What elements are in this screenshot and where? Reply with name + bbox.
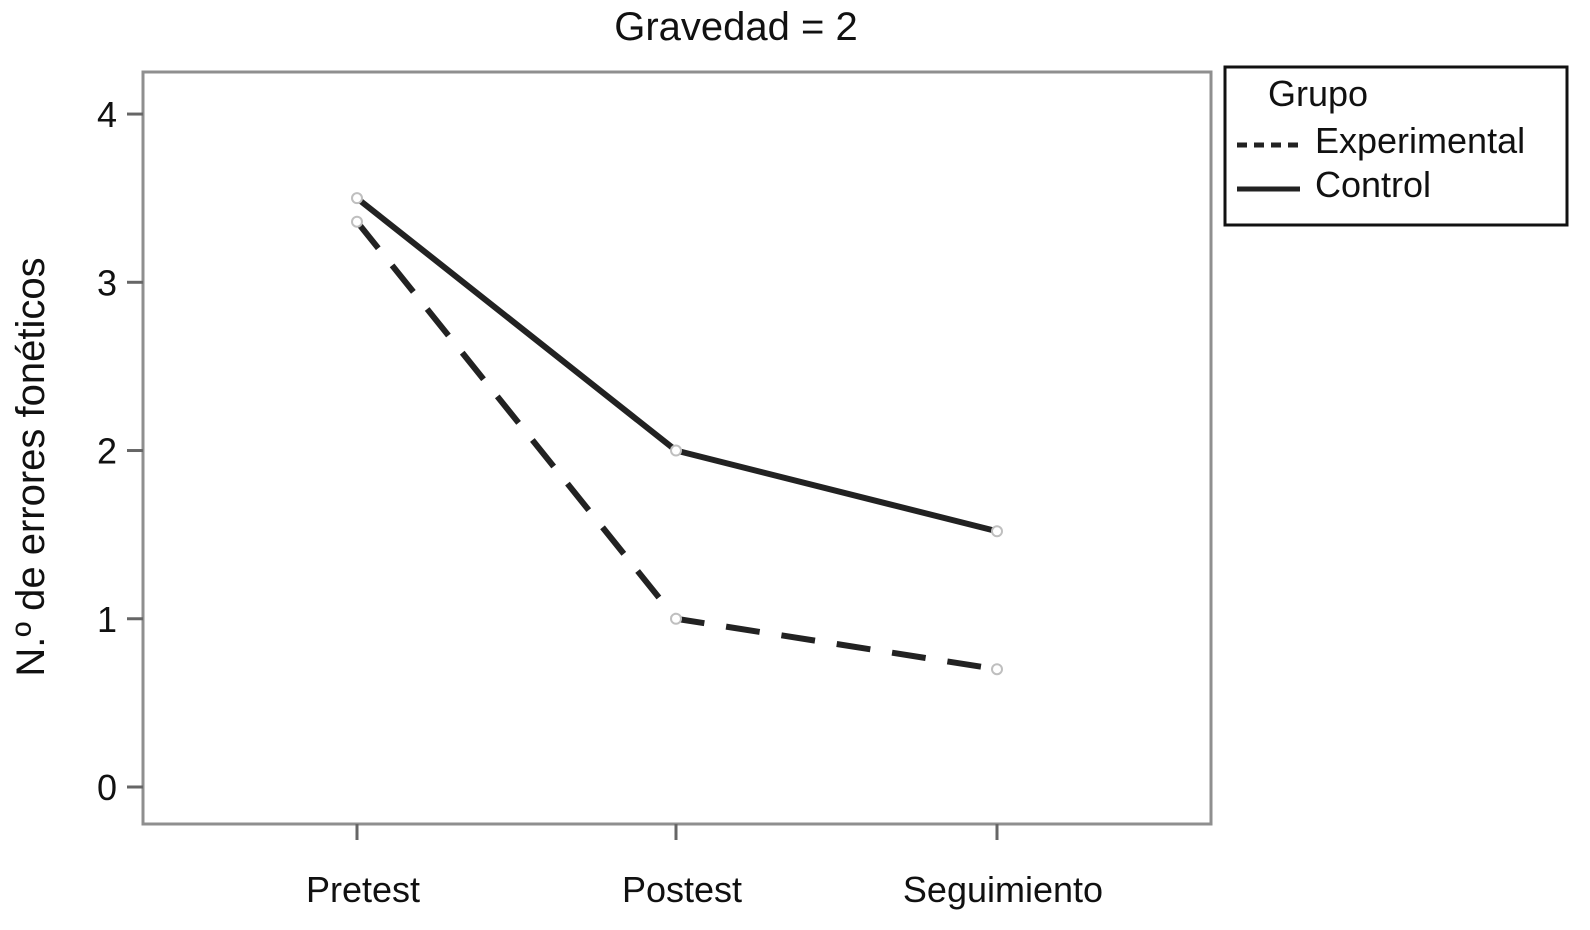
- data-point-experimental: [670, 612, 682, 625]
- y-tick-label: 0: [97, 767, 117, 808]
- y-axis-ticks: 0 1 2 3 4: [97, 94, 143, 808]
- legend-label-experimental: Experimental: [1315, 120, 1525, 161]
- data-point-control: [670, 444, 682, 457]
- data-point-control: [991, 525, 1003, 538]
- y-tick-label: 3: [97, 262, 117, 303]
- y-tick-label: 1: [97, 599, 117, 640]
- data-point-experimental: [991, 663, 1003, 676]
- legend-label-control: Control: [1315, 164, 1431, 205]
- data-point-experimental: [351, 215, 363, 228]
- x-axis-ticks: Pretest Postest Seguimiento: [306, 824, 1103, 910]
- x-tick-label: Pretest: [306, 869, 420, 910]
- legend-title: Grupo: [1268, 73, 1368, 114]
- data-point-control: [351, 192, 363, 205]
- chart-title: Gravedad = 2: [614, 5, 858, 49]
- x-tick-label: Seguimiento: [903, 869, 1103, 910]
- legend-box: [1223, 65, 1569, 227]
- series-layer: [351, 192, 1003, 676]
- x-tick-label: Postest: [622, 869, 742, 910]
- legend: Grupo Experimental Control: [1223, 65, 1569, 227]
- y-axis-label: N.º de errores fonéticos: [9, 257, 53, 676]
- y-tick-label: 4: [97, 94, 117, 135]
- y-tick-label: 2: [97, 431, 117, 472]
